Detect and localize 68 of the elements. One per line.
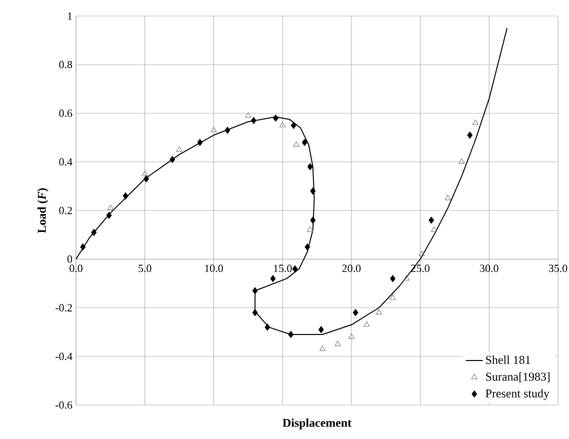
x-tick-label: 10.0 (205, 264, 223, 272)
point (293, 141, 300, 147)
point (304, 243, 310, 250)
point (307, 226, 314, 232)
y-tick-label: 0.2 (59, 206, 72, 214)
point (280, 122, 286, 128)
point (91, 228, 97, 236)
point (197, 138, 203, 146)
point (348, 333, 354, 339)
point (224, 126, 230, 134)
point (170, 156, 176, 163)
point (264, 324, 270, 331)
x-tick-label: 15.0 (274, 264, 292, 272)
point (307, 163, 313, 170)
point (310, 216, 316, 224)
point (318, 326, 324, 334)
point (390, 275, 396, 282)
legend-label: Present study (486, 389, 550, 400)
point (310, 188, 316, 195)
point (210, 126, 217, 132)
point (376, 309, 382, 315)
y-tick-label: 0.6 (59, 110, 72, 117)
point (252, 287, 258, 294)
point (142, 170, 148, 176)
x-tick-label: 20.0 (342, 264, 361, 272)
legend-label: Shell 181 (486, 356, 530, 364)
point (288, 331, 294, 338)
y-tick-label: 0 (67, 255, 72, 263)
point (403, 275, 410, 280)
x-tick-label: 30.0 (480, 264, 498, 272)
point (390, 294, 396, 300)
x-tick-label: 0.0 (70, 264, 82, 272)
point (144, 175, 149, 182)
y-tick-label: -0.2 (56, 304, 72, 312)
point (290, 122, 296, 129)
y-axis-title: Load (F) (37, 188, 48, 234)
x-axis-title: Displacement (282, 418, 352, 430)
point (444, 194, 451, 200)
point (352, 309, 358, 316)
y-tick-label: 0.4 (59, 158, 72, 166)
y-tick-label: 1 (68, 12, 72, 20)
point (80, 243, 86, 250)
point (467, 132, 473, 139)
y-tick-label: -0.4 (56, 352, 72, 360)
point (252, 309, 258, 316)
point (272, 114, 278, 122)
point (428, 216, 434, 224)
y-tick-label: 0.8 (59, 60, 72, 68)
point (430, 226, 438, 232)
point (270, 275, 276, 282)
y-tick-label: -0.6 (56, 401, 72, 409)
point (176, 146, 182, 152)
legend-label: Surana[1983] (486, 372, 550, 382)
x-tick-label: 5.0 (138, 264, 152, 272)
point (302, 138, 308, 146)
point (364, 321, 370, 327)
point (106, 212, 112, 219)
point (458, 158, 465, 164)
point (418, 250, 425, 256)
point (292, 265, 298, 272)
point (245, 112, 252, 118)
point (122, 192, 128, 200)
point (472, 119, 478, 125)
point (250, 117, 256, 124)
x-tick-label: 35.0 (548, 264, 568, 272)
point (107, 204, 114, 210)
point (319, 346, 326, 351)
point (334, 340, 341, 346)
